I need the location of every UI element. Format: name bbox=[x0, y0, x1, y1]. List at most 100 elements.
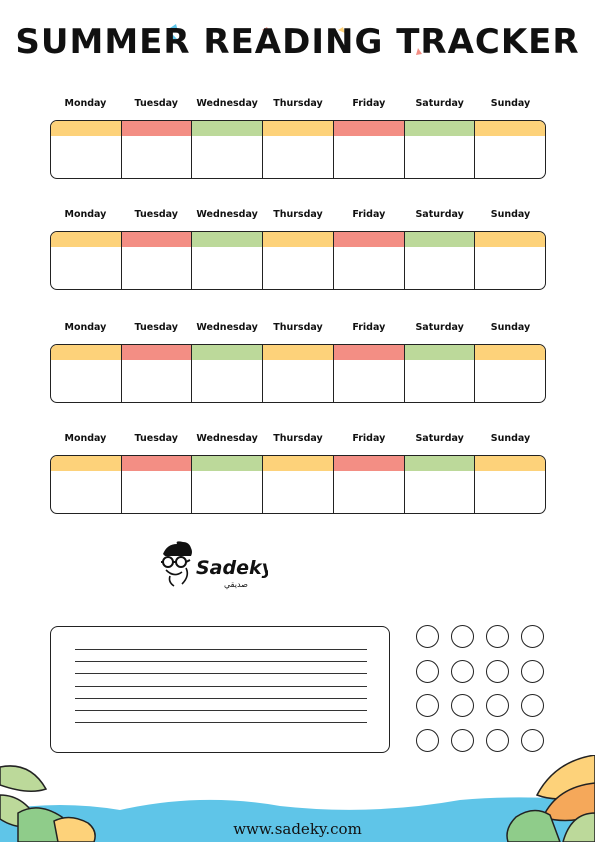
day-cell-thursday[interactable] bbox=[263, 121, 334, 178]
day-cell-friday[interactable] bbox=[333, 232, 405, 289]
day-entry-area[interactable] bbox=[122, 471, 192, 513]
day-color-band bbox=[192, 121, 263, 136]
tracker-circle[interactable] bbox=[451, 659, 474, 683]
day-entry-area[interactable] bbox=[51, 247, 121, 289]
day-entry-area[interactable] bbox=[192, 360, 262, 402]
day-entry-area[interactable] bbox=[51, 136, 121, 178]
tracker-circle[interactable] bbox=[486, 728, 509, 752]
day-label-tuesday: Tuesday bbox=[134, 209, 178, 220]
note-line bbox=[75, 710, 367, 711]
website-url: www.sadeky.com bbox=[233, 820, 362, 838]
day-color-band bbox=[192, 345, 263, 360]
day-cell-friday[interactable] bbox=[333, 121, 405, 178]
day-entry-area[interactable] bbox=[192, 136, 262, 178]
day-cell-wednesday[interactable] bbox=[192, 456, 264, 513]
notes-box[interactable] bbox=[50, 626, 390, 753]
day-entry-area[interactable] bbox=[51, 471, 121, 513]
day-color-band bbox=[121, 232, 192, 247]
day-color-band bbox=[263, 456, 333, 471]
day-color-band bbox=[475, 121, 545, 136]
day-cell-tuesday[interactable] bbox=[121, 121, 193, 178]
day-cell-saturday[interactable] bbox=[404, 345, 476, 402]
day-color-band bbox=[404, 121, 475, 136]
day-entry-area[interactable] bbox=[475, 247, 545, 289]
tracker-circle[interactable] bbox=[486, 659, 509, 683]
day-entry-area[interactable] bbox=[122, 360, 192, 402]
day-entry-area[interactable] bbox=[475, 136, 545, 178]
day-cell-saturday[interactable] bbox=[404, 456, 476, 513]
day-label-monday: Monday bbox=[64, 322, 107, 333]
day-entry-area[interactable] bbox=[122, 247, 192, 289]
day-color-band bbox=[333, 456, 404, 471]
tracker-circle[interactable] bbox=[521, 728, 544, 752]
day-label-thursday: Thursday bbox=[273, 209, 323, 220]
tracker-circle[interactable] bbox=[451, 728, 474, 752]
day-cell-thursday[interactable] bbox=[263, 456, 334, 513]
day-entry-area[interactable] bbox=[263, 360, 333, 402]
day-entry-area[interactable] bbox=[334, 247, 404, 289]
tracker-circle[interactable] bbox=[521, 625, 544, 648]
day-cell-wednesday[interactable] bbox=[192, 121, 264, 178]
day-cell-sunday[interactable] bbox=[475, 121, 545, 178]
day-color-band bbox=[51, 345, 121, 360]
day-cell-saturday[interactable] bbox=[404, 121, 476, 178]
tracker-circle[interactable] bbox=[486, 694, 509, 717]
day-entry-area[interactable] bbox=[405, 360, 475, 402]
tracker-circle[interactable] bbox=[416, 659, 439, 683]
day-entry-area[interactable] bbox=[475, 471, 545, 513]
day-cell-monday[interactable] bbox=[51, 121, 122, 178]
day-cell-monday[interactable] bbox=[51, 232, 122, 289]
day-cell-thursday[interactable] bbox=[263, 232, 334, 289]
day-cell-sunday[interactable] bbox=[475, 232, 545, 289]
tracker-circle[interactable] bbox=[416, 728, 439, 752]
day-entry-area[interactable] bbox=[475, 360, 545, 402]
tracker-circle[interactable] bbox=[521, 694, 544, 717]
day-entry-area[interactable] bbox=[263, 136, 333, 178]
note-line bbox=[75, 673, 367, 675]
day-cell-friday[interactable] bbox=[333, 456, 405, 513]
day-cell-friday[interactable] bbox=[333, 345, 405, 402]
day-entry-area[interactable] bbox=[405, 471, 475, 513]
day-label-thursday: Thursday bbox=[273, 322, 323, 333]
day-entry-area[interactable] bbox=[334, 360, 404, 402]
day-entry-area[interactable] bbox=[334, 471, 404, 513]
day-cell-tuesday[interactable] bbox=[121, 456, 193, 513]
day-cell-monday[interactable] bbox=[51, 345, 122, 402]
tracker-circle[interactable] bbox=[416, 694, 439, 717]
day-cell-monday[interactable] bbox=[51, 456, 122, 513]
day-color-band bbox=[121, 121, 192, 136]
title-decoration bbox=[170, 24, 422, 55]
day-cell-thursday[interactable] bbox=[263, 345, 334, 402]
day-cell-wednesday[interactable] bbox=[192, 232, 264, 289]
day-color-band bbox=[121, 456, 192, 471]
day-label-saturday: Saturday bbox=[415, 433, 464, 444]
day-cell-wednesday[interactable] bbox=[192, 345, 264, 402]
day-label-friday: Friday bbox=[352, 433, 386, 444]
day-entry-area[interactable] bbox=[51, 360, 121, 402]
tracker-circle[interactable] bbox=[486, 625, 509, 648]
tracker-circle[interactable] bbox=[451, 625, 474, 648]
day-entry-area[interactable] bbox=[405, 136, 475, 178]
boy-face-icon bbox=[161, 541, 192, 587]
tracker-circle[interactable] bbox=[416, 625, 439, 648]
day-entry-area[interactable] bbox=[192, 247, 262, 289]
water-wave bbox=[0, 797, 595, 842]
day-labels: Monday Tuesday Wednesday Thursday Friday Satu… bbox=[50, 209, 546, 223]
day-cell-sunday[interactable] bbox=[475, 345, 545, 402]
day-entry-area[interactable] bbox=[263, 247, 333, 289]
tracker-grid bbox=[50, 231, 546, 290]
day-entry-area[interactable] bbox=[122, 136, 192, 178]
day-cell-tuesday[interactable] bbox=[121, 345, 193, 402]
day-color-band bbox=[404, 232, 475, 247]
day-entry-area[interactable] bbox=[405, 247, 475, 289]
day-label-tuesday: Tuesday bbox=[134, 98, 178, 109]
day-cell-sunday[interactable] bbox=[475, 456, 545, 513]
day-cell-saturday[interactable] bbox=[404, 232, 476, 289]
day-cell-tuesday[interactable] bbox=[121, 232, 193, 289]
tracker-circle[interactable] bbox=[451, 694, 474, 717]
tracker-circle[interactable] bbox=[521, 659, 544, 683]
day-entry-area[interactable] bbox=[334, 136, 404, 178]
day-entry-area[interactable] bbox=[192, 471, 262, 513]
day-entry-area[interactable] bbox=[263, 471, 333, 513]
day-label-monday: Monday bbox=[64, 209, 107, 220]
